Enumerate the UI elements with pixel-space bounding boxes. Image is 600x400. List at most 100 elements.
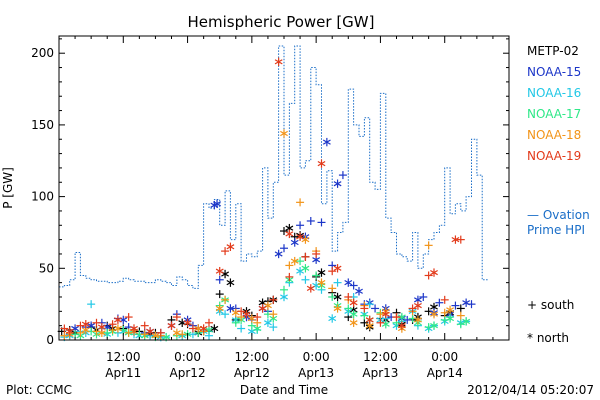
noaa-19-north-point — [381, 309, 390, 319]
noaa-19-north-point — [215, 266, 224, 276]
noaa-16-north-point — [263, 318, 272, 327]
metp-02-north-point — [210, 324, 219, 333]
metp-02-south-point — [360, 318, 369, 327]
noaa-15-south-point — [349, 281, 358, 290]
noaa-17-south-point — [344, 304, 353, 313]
noaa-17-south-point — [296, 257, 305, 266]
noaa-16-south-point — [301, 275, 310, 284]
metp-02-south-point — [456, 304, 465, 313]
chart-title: Hemispheric Power [GW] — [188, 13, 375, 31]
x-axis-label: Date and Time — [240, 383, 328, 397]
noaa-19-north-point — [413, 301, 422, 310]
noaa-19-north-point — [258, 304, 267, 313]
noaa-16-south-point — [221, 310, 230, 319]
noaa-18-north-point — [113, 324, 122, 333]
noaa-16-south-point — [365, 300, 374, 309]
noaa-16-north-point — [280, 292, 288, 302]
legend-south-marker: + south — [527, 298, 574, 312]
noaa-17-north-point — [397, 312, 406, 322]
noaa-18-north-point — [333, 304, 342, 313]
x-tick-date-label: Apr11 — [105, 366, 141, 380]
noaa-17-south-point — [328, 292, 337, 301]
legend-noaa-15: NOAA-15 — [527, 65, 581, 79]
ovation-prime-hpi-line — [59, 45, 488, 289]
legend-noaa-16: NOAA-16 — [527, 86, 581, 100]
noaa-19-north-point — [226, 242, 235, 251]
noaa-19-north-point — [242, 309, 251, 319]
noaa-18-south-point — [285, 261, 294, 270]
noaa-17-south-point — [360, 311, 369, 320]
legend-north-marker: * north — [527, 331, 569, 345]
noaa-18-north-point — [446, 305, 455, 315]
noaa-18-south-point — [376, 310, 385, 319]
noaa-19-south-point — [269, 295, 278, 304]
noaa-19-south-point — [376, 318, 385, 327]
noaa-19-north-point — [333, 264, 342, 273]
legend-noaa-18: NOAA-18 — [527, 128, 581, 142]
noaa-15-north-point — [344, 278, 353, 287]
footer-left-credit: Plot: CCMC — [6, 383, 72, 397]
x-tick-time-label: 0:00 — [303, 350, 330, 364]
noaa-15-south-point — [419, 292, 428, 301]
metp-02-south-point — [280, 227, 288, 236]
noaa-19-north-point — [81, 320, 90, 329]
noaa-18-south-point — [456, 311, 465, 320]
noaa-19-south-point — [108, 320, 117, 329]
y-tick-label: 100 — [31, 190, 54, 204]
noaa-17-south-point — [312, 271, 321, 280]
noaa-19-north-point — [317, 159, 326, 168]
x-tick-time-label: 12:00 — [235, 350, 270, 364]
noaa-16-south-point — [269, 323, 278, 332]
noaa-19-south-point — [328, 267, 337, 276]
noaa-19-north-point — [199, 324, 208, 333]
noaa-18-north-point — [172, 328, 181, 338]
noaa-16-south-point — [87, 300, 96, 309]
metp-02-north-point — [178, 318, 187, 327]
noaa-19-south-point — [60, 324, 69, 333]
noaa-19-south-point — [456, 235, 465, 244]
noaa-16-south-point — [237, 324, 246, 333]
noaa-17-north-point — [462, 317, 471, 326]
noaa-15-north-point — [355, 287, 363, 296]
legend-ovation-line2: Prime HPI — [527, 223, 585, 237]
noaa-18-south-point — [440, 308, 449, 317]
noaa-18-south-point — [269, 310, 278, 319]
noaa-18-north-point — [263, 301, 272, 310]
metp-02-north-point — [333, 292, 342, 302]
noaa-17-north-point — [349, 309, 358, 319]
x-tick-date-label: Apr12 — [234, 366, 270, 380]
noaa-19-north-point — [296, 232, 305, 241]
legend-noaa-19: NOAA-19 — [527, 149, 581, 163]
legend-ovation-line1: — Ovation — [527, 208, 590, 222]
noaa-18-south-point — [296, 198, 305, 207]
noaa-19-north-point — [183, 318, 192, 327]
noaa-19-north-point — [349, 298, 358, 307]
legend-metp-02: METP-02 — [527, 44, 579, 58]
noaa-17-north-point — [301, 264, 310, 273]
x-tick-date-label: Apr13 — [298, 366, 334, 380]
noaa-19-north-point — [130, 324, 138, 333]
noaa-18-north-point — [413, 315, 422, 325]
noaa-19-south-point — [92, 318, 101, 327]
noaa-19-south-point — [285, 272, 294, 281]
noaa-19-south-point — [156, 328, 165, 337]
noaa-15-north-point — [290, 238, 299, 247]
noaa-16-south-point — [333, 278, 342, 287]
noaa-19-south-point — [205, 318, 213, 327]
noaa-16-north-point — [328, 314, 337, 323]
y-tick-label: 200 — [31, 46, 54, 60]
noaa-15-north-point — [333, 179, 342, 188]
noaa-18-north-point — [430, 309, 438, 319]
noaa-17-north-point — [430, 321, 438, 330]
noaa-19-south-point — [424, 271, 433, 280]
noaa-19-north-point — [306, 284, 315, 293]
noaa-19-north-point — [451, 235, 460, 244]
noaa-18-south-point — [140, 330, 149, 339]
noaa-15-south-point — [215, 275, 224, 284]
y-tick-label: 50 — [39, 261, 54, 275]
x-tick-time-label: 0:00 — [174, 350, 201, 364]
noaa-19-south-point — [408, 304, 417, 313]
y-axis-label: P [GW] — [1, 167, 15, 209]
noaa-18-south-point — [424, 241, 433, 250]
noaa-19-north-point — [167, 321, 176, 330]
